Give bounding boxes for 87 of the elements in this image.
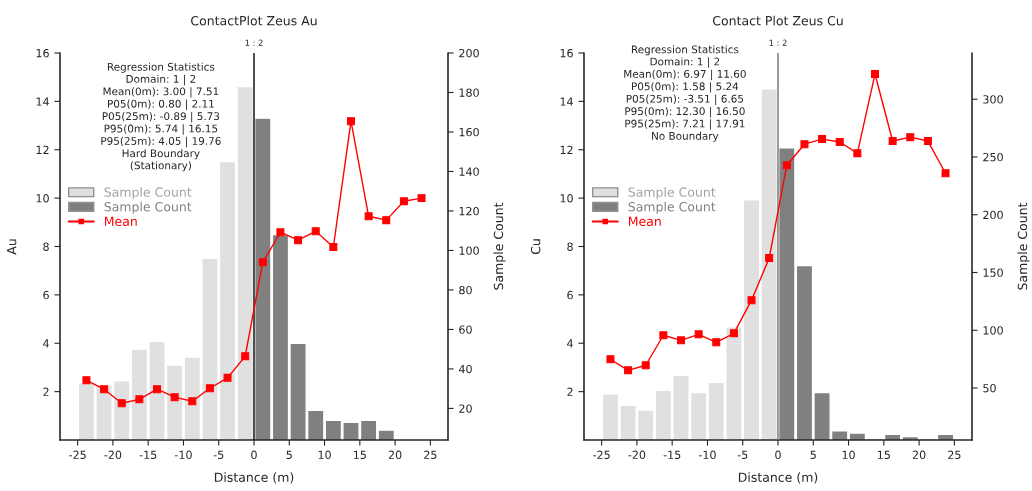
legend-label: Sample Count: [628, 201, 716, 214]
legend-label: Mean: [628, 216, 661, 227]
x-tick-label: 15: [877, 450, 890, 460]
y2-axis-title: Sample Count: [1017, 202, 1030, 290]
y2-tick-label: 100: [459, 246, 479, 255]
annotation: Domain: 1 | 2: [650, 57, 720, 68]
y-tick-label: 8: [567, 242, 573, 251]
annotation: P95(0m): 12.30 | 16.50: [625, 106, 745, 118]
annotation: P05(0m): 1.58 | 5.24: [632, 82, 739, 93]
x-tick-label: -10: [698, 450, 716, 460]
y-tick-label: 12: [560, 145, 573, 154]
x-tick-label: -15: [139, 450, 157, 460]
x-tick-label: 5: [286, 450, 292, 460]
x-tick-label: 10: [842, 450, 855, 460]
x-tick-label: -20: [628, 450, 646, 460]
y2-tick-label: 100: [983, 326, 1003, 335]
legend-label: Sample Count: [104, 187, 192, 200]
annotation: Mean(0m): 3.00 | 7.51: [103, 87, 219, 98]
annotation: P95(25m): 4.05 | 19.76: [101, 136, 221, 148]
annotation: P05(25m): -0.89 | 5.73: [102, 111, 220, 123]
y-axis-title: Cu: [530, 239, 541, 255]
x-axis-title: Distance (m): [214, 472, 294, 484]
y-tick-label: 6: [567, 290, 573, 300]
legend-label: Mean: [104, 216, 137, 227]
y2-tick-label: 140: [459, 167, 479, 176]
x-tick-label: -5: [213, 450, 224, 460]
annotation: P05(0m): 0.80 | 2.11: [108, 99, 214, 110]
x-tick-label: 15: [353, 450, 366, 460]
x-tick-label: 20: [912, 450, 926, 460]
y-tick-label: 4: [567, 339, 573, 348]
x-tick-label: -15: [663, 450, 681, 460]
annotation: Hard Boundary: [122, 149, 200, 160]
y2-tick-label: 160: [459, 127, 479, 137]
y2-tick-label: 200: [983, 210, 1003, 220]
legend-label: Sample Count: [104, 201, 192, 214]
y-tick-label: 2: [43, 387, 49, 396]
chart-title: ContactPlot Zeus Au: [191, 15, 317, 26]
y2-tick-label: 150: [983, 268, 1003, 277]
x-tick-label: -25: [69, 450, 86, 460]
y-tick-label: 16: [560, 48, 573, 58]
annotation: No Boundary: [652, 131, 719, 142]
annotation: (Stationary): [130, 161, 191, 172]
annotation: Domain: 1 | 2: [126, 74, 196, 86]
annotation: P95(0m): 5.74 | 16.15: [104, 124, 218, 135]
y-tick-label: 8: [43, 242, 49, 251]
annotation: P05(25m): -3.51 | 6.65: [626, 94, 744, 105]
x-tick-label: 20: [388, 450, 402, 460]
y2-tick-label: 200: [459, 48, 479, 58]
x-tick-label: 0: [251, 450, 257, 460]
x-tick-label: 10: [318, 450, 331, 460]
x-tick-label: 0: [775, 450, 781, 460]
x-tick-label: -10: [174, 450, 192, 460]
y-tick-label: 12: [36, 145, 49, 154]
annotation: P95(25m): 7.21 | 17.91: [625, 119, 745, 130]
y2-tick-label: 300: [983, 95, 1003, 104]
chart-title: Contact Plot Zeus Cu: [712, 15, 843, 26]
y-tick-label: 10: [36, 194, 49, 203]
y-tick-label: 16: [36, 48, 49, 58]
y-tick-label: 2: [567, 387, 573, 396]
annotation: Mean(0m): 6.97 | 11.60: [624, 69, 746, 81]
annotation: Regression Statistics: [107, 62, 215, 73]
y-tick-label: 14: [36, 97, 49, 106]
x-tick-label: 25: [424, 450, 437, 460]
y-tick-label: 4: [43, 339, 49, 348]
annotation: 1 : 2: [769, 39, 787, 46]
y2-tick-label: 180: [459, 88, 479, 97]
y2-tick-label: 60: [459, 325, 472, 334]
y2-tick-label: 80: [459, 285, 472, 295]
y2-tick-label: 20: [459, 404, 472, 413]
x-tick-label: -25: [593, 450, 610, 460]
y-tick-label: 14: [560, 97, 573, 106]
x-tick-label: -5: [737, 450, 748, 460]
y-tick-label: 10: [560, 194, 573, 203]
legend-label: Sample Count: [628, 187, 716, 200]
annotation: Regression Statistics: [631, 45, 739, 56]
y2-tick-label: 250: [983, 152, 1003, 162]
x-tick-label: 5: [810, 450, 816, 460]
y2-tick-label: 120: [459, 206, 479, 216]
y-axis-title: Au: [7, 239, 17, 255]
y2-tick-label: 40: [458, 364, 472, 374]
annotation: 1 : 2: [245, 39, 263, 46]
y2-axis-title: Sample Count: [493, 202, 506, 290]
y-tick-label: 6: [43, 290, 49, 300]
y2-tick-label: 50: [983, 383, 996, 393]
x-axis-title: Distance (m): [738, 472, 818, 484]
x-tick-label: -20: [104, 450, 122, 460]
x-tick-label: 25: [948, 450, 961, 460]
